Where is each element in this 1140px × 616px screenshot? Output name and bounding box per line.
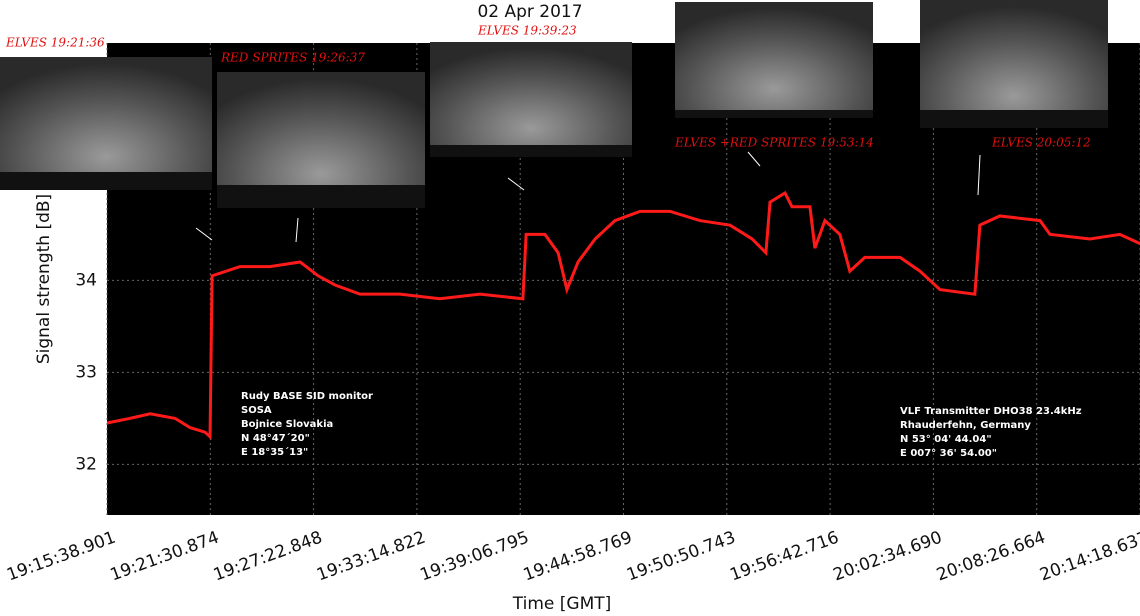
pointer — [747, 151, 761, 167]
image-ground — [217, 185, 425, 208]
x-tick-label: 19:39:06.795 — [417, 528, 531, 586]
grid — [106, 43, 1140, 515]
info-line: Rhauderfehn, Germany — [900, 420, 1031, 431]
info-line: N 48°47´20" — [241, 432, 310, 444]
pointer — [977, 154, 981, 196]
x-tick-label: 19:27:22.848 — [211, 528, 325, 586]
x-tick-label: 20:08:26.664 — [934, 528, 1048, 586]
y-tick-label: 32 — [75, 454, 97, 474]
info-line: Bojnice Slovakia — [241, 419, 333, 430]
y-axis-label: Signal strength [dB] — [34, 194, 54, 364]
y-tick-label: 33 — [75, 362, 97, 382]
info-line: E 007° 36' 54.00" — [900, 448, 997, 459]
event-label: ELVES 19:21:36 — [5, 36, 105, 50]
image-ground — [675, 110, 873, 118]
image — [920, 0, 1108, 128]
signal-line — [106, 190, 1140, 441]
event-label: ELVES 20:05:12 — [991, 136, 1091, 150]
event-label: RED SPRITES 19:26:37 — [220, 51, 365, 65]
info-line: N 53° 04' 44.04" — [900, 434, 992, 445]
info-line: E 18°35´13" — [241, 446, 308, 458]
pointer — [295, 217, 299, 243]
x-tick-label: 20:14:18.637 — [1037, 528, 1140, 586]
info-line: VLF Transmitter DHO38 23.4kHz — [900, 406, 1082, 417]
x-tick-label: 19:21:30.874 — [108, 528, 222, 586]
station-info: Rudy BASE SID monitor SOSA Bojnice Slovaki… — [241, 391, 373, 458]
series — [106, 190, 1140, 441]
transmitter-info: VLF Transmitter DHO38 23.4kHz Rhauderfehn… — [900, 406, 1082, 459]
camera-images — [0, 0, 1108, 243]
x-tick-label: 19:33:14.822 — [314, 528, 428, 586]
x-tick-label: 19:44:58.769 — [521, 528, 635, 586]
chart-title: 02 Apr 2017 — [477, 2, 582, 22]
x-tick-label: 19:56:42.716 — [727, 528, 841, 586]
info-line: SOSA — [241, 405, 272, 416]
x-tick-label: 19:50:50.743 — [624, 528, 738, 586]
image-ground — [430, 145, 632, 157]
event-label: ELVES +RED SPRITES 19:53:14 — [674, 136, 874, 150]
pointer — [507, 177, 525, 191]
pointer — [195, 227, 213, 241]
info-line: Rudy BASE SID monitor — [241, 391, 373, 402]
x-tick-label: 20:02:34.690 — [831, 528, 945, 586]
y-tick-label: 34 — [75, 270, 97, 290]
image — [430, 42, 632, 157]
x-axis-label: Time [GMT] — [512, 594, 612, 614]
image — [0, 57, 212, 190]
x-tick-label: 19:15:38.901 — [4, 528, 118, 586]
image-ground — [920, 110, 1108, 128]
image-ground — [0, 172, 212, 190]
event-label: ELVES 19:39:23 — [477, 24, 577, 38]
image — [675, 2, 873, 118]
